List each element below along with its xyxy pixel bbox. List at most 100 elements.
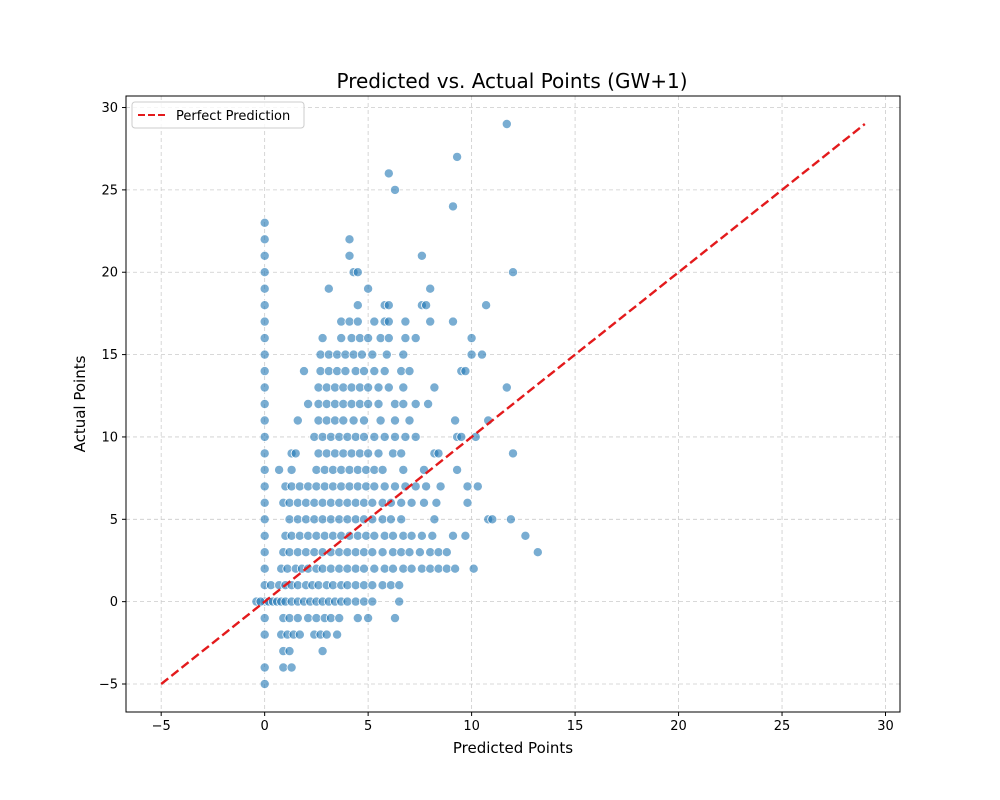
chart-title: Predicted vs. Actual Points (GW+1) xyxy=(336,69,687,93)
data-point xyxy=(367,596,378,607)
data-point xyxy=(300,514,311,525)
data-point xyxy=(259,547,270,558)
data-point xyxy=(259,563,270,574)
data-point xyxy=(338,398,349,409)
data-point xyxy=(447,530,458,541)
data-point xyxy=(352,267,363,278)
data-point xyxy=(398,530,409,541)
data-point xyxy=(505,514,516,525)
data-point xyxy=(298,366,309,377)
data-point xyxy=(429,382,440,393)
data-point xyxy=(418,497,429,508)
data-point xyxy=(332,349,343,360)
y-axis-label: Actual Points xyxy=(71,355,89,452)
data-point xyxy=(363,398,374,409)
data-point xyxy=(367,547,378,558)
data-point xyxy=(311,530,322,541)
data-point xyxy=(367,580,378,591)
y-tick-label: 15 xyxy=(101,348,118,363)
data-point xyxy=(325,613,336,624)
data-point xyxy=(336,481,347,492)
data-point xyxy=(344,250,355,261)
x-tick-label: 5 xyxy=(364,719,372,734)
data-point xyxy=(346,398,357,409)
data-point xyxy=(396,448,407,459)
data-point xyxy=(369,464,380,475)
data-point xyxy=(385,514,396,525)
data-point xyxy=(284,547,295,558)
data-point xyxy=(325,431,336,442)
data-point xyxy=(290,448,301,459)
data-point xyxy=(379,431,390,442)
data-point xyxy=(400,316,411,327)
data-point xyxy=(321,382,332,393)
data-point xyxy=(344,481,355,492)
data-point xyxy=(433,448,444,459)
data-point xyxy=(303,398,314,409)
data-point xyxy=(416,563,427,574)
data-point xyxy=(294,629,305,640)
data-point xyxy=(383,168,394,179)
data-point xyxy=(336,333,347,344)
data-point xyxy=(342,514,353,525)
data-point xyxy=(319,464,330,475)
data-point xyxy=(404,415,415,426)
data-point xyxy=(406,530,417,541)
data-point xyxy=(323,283,334,294)
data-point xyxy=(325,563,336,574)
data-point xyxy=(447,201,458,212)
data-point xyxy=(321,629,332,640)
data-point xyxy=(338,448,349,459)
data-point xyxy=(476,349,487,360)
data-point xyxy=(321,448,332,459)
data-point xyxy=(450,563,461,574)
data-point xyxy=(427,530,438,541)
data-point xyxy=(325,497,336,508)
data-point xyxy=(334,613,345,624)
data-point xyxy=(346,448,357,459)
data-point xyxy=(358,596,369,607)
data-point xyxy=(350,563,361,574)
y-tick-label: 25 xyxy=(101,183,118,198)
data-point xyxy=(342,596,353,607)
data-point xyxy=(338,382,349,393)
reference-line-group xyxy=(160,123,866,685)
data-point xyxy=(410,333,421,344)
data-point xyxy=(309,547,320,558)
data-point xyxy=(259,613,270,624)
data-point xyxy=(350,547,361,558)
data-point xyxy=(501,382,512,393)
data-point xyxy=(350,514,361,525)
data-point xyxy=(373,398,384,409)
data-point xyxy=(381,349,392,360)
data-point xyxy=(416,250,427,261)
data-point xyxy=(373,448,384,459)
x-tick-label: 10 xyxy=(463,719,480,734)
data-point xyxy=(300,547,311,558)
data-point xyxy=(284,613,295,624)
data-point xyxy=(410,398,421,409)
legend-label: Perfect Prediction xyxy=(176,109,290,124)
data-point xyxy=(332,366,343,377)
data-point xyxy=(363,613,374,624)
data-point xyxy=(317,333,328,344)
data-point xyxy=(350,366,361,377)
data-point xyxy=(416,530,427,541)
data-point xyxy=(323,366,334,377)
data-point xyxy=(311,464,322,475)
data-point xyxy=(311,613,322,624)
data-point xyxy=(352,300,363,311)
data-point xyxy=(346,333,357,344)
data-point xyxy=(452,464,463,475)
data-point xyxy=(377,514,388,525)
data-point xyxy=(367,497,378,508)
data-point xyxy=(259,300,270,311)
data-point xyxy=(329,382,340,393)
data-point xyxy=(389,431,400,442)
data-point xyxy=(425,547,436,558)
data-point xyxy=(317,563,328,574)
data-point xyxy=(352,316,363,327)
data-point xyxy=(462,497,473,508)
data-point xyxy=(259,267,270,278)
